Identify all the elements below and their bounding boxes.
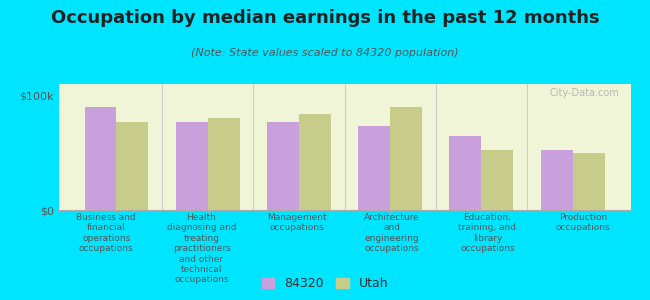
Text: Education,
training, and
library
occupations: Education, training, and library occupat… [458,213,517,253]
Bar [207,118,240,210]
Legend: 84320, Utah: 84320, Utah [258,273,392,294]
Bar [358,126,390,210]
Text: Architecture
and
engineering
occupations: Architecture and engineering occupations [364,213,420,253]
Bar [541,150,573,210]
Bar [176,122,207,210]
Text: Business and
financial
operations
occupations: Business and financial operations occupa… [76,213,136,253]
Bar [573,153,604,210]
Bar [267,122,299,210]
Text: Health
diagnosing and
treating
practitioners
and other
technical
occupations: Health diagnosing and treating practitio… [167,213,236,284]
Bar [84,107,116,210]
Bar [390,107,422,210]
Bar [116,122,148,210]
Bar [482,150,514,210]
Text: City-Data.com: City-Data.com [549,88,619,98]
Bar [449,136,482,210]
Text: (Note: State values scaled to 84320 population): (Note: State values scaled to 84320 popu… [191,48,459,58]
Bar [299,114,331,210]
Text: Production
occupations: Production occupations [556,213,610,233]
Text: Occupation by median earnings in the past 12 months: Occupation by median earnings in the pas… [51,9,599,27]
Text: Management
occupations: Management occupations [267,213,327,233]
